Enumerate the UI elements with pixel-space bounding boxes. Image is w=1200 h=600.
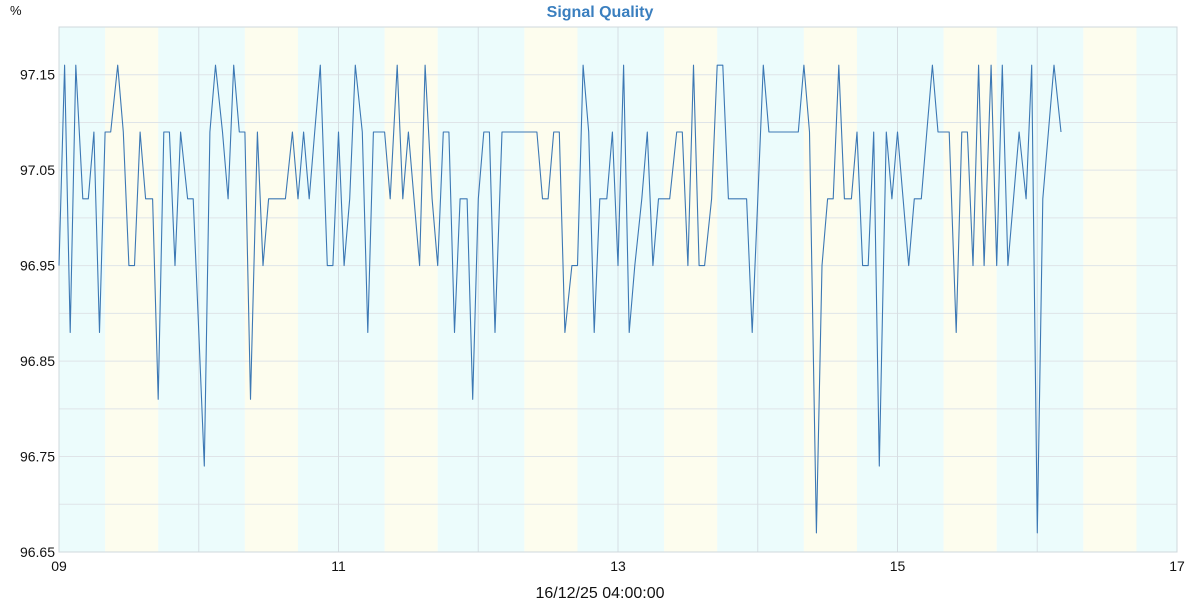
- background-band: [384, 27, 438, 552]
- background-band: [996, 27, 1084, 552]
- background-band: [717, 27, 804, 552]
- y-tick-label: 96.65: [20, 544, 55, 560]
- background-band: [105, 27, 159, 552]
- background-band: [1136, 27, 1177, 552]
- grid: [58, 26, 1178, 553]
- background-band: [856, 27, 944, 552]
- background-band: [577, 27, 665, 552]
- background-band: [297, 27, 385, 552]
- background-band: [1083, 27, 1137, 552]
- background-band: [664, 27, 718, 552]
- background-band: [158, 27, 245, 552]
- y-tick-label: 97.15: [20, 67, 55, 83]
- x-axis-ticks: 09 11 13 15 17: [51, 558, 1185, 574]
- x-tick-label: 15: [890, 558, 906, 574]
- background-band: [437, 27, 525, 552]
- y-axis-ticks: 96.65 96.75 96.85 96.95 97.05 97.15: [20, 67, 55, 560]
- series-layer: [58, 64, 1062, 534]
- background-band: [943, 27, 997, 552]
- timestamp-label: 16/12/25 04:00:00: [535, 585, 664, 600]
- background-band: [524, 27, 578, 552]
- y-tick-label: 96.75: [20, 449, 55, 465]
- y-tick-label: 96.95: [20, 258, 55, 274]
- x-tick-label: 17: [1169, 558, 1185, 574]
- background-band: [59, 27, 106, 552]
- y-axis-unit-label: %: [10, 3, 22, 18]
- y-tick-label: 96.85: [20, 353, 55, 369]
- x-tick-label: 11: [331, 558, 346, 574]
- x-tick-label: 13: [610, 558, 626, 574]
- chart-title: Signal Quality: [547, 4, 654, 21]
- signal-quality-series-line: [58, 64, 1062, 534]
- y-tick-label: 97.05: [20, 162, 55, 178]
- background-bands: [59, 27, 1177, 552]
- x-tick-label: 09: [51, 558, 67, 574]
- plot-area-border: [58, 26, 1178, 553]
